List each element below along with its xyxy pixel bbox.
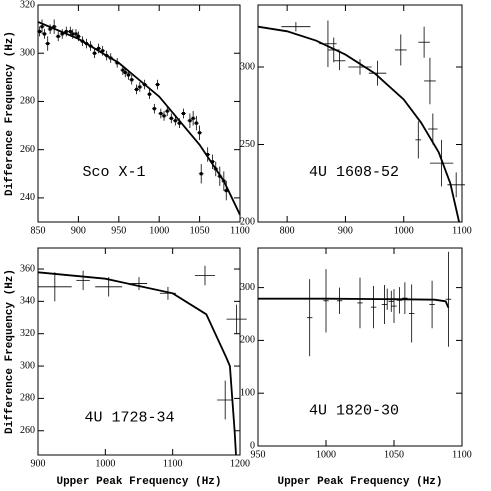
- x-tick-label: 900: [71, 225, 86, 236]
- point: [199, 172, 203, 176]
- point: [169, 116, 173, 120]
- x-tick-label: 850: [31, 225, 46, 236]
- model-curve: [37, 21, 241, 216]
- point: [64, 30, 68, 34]
- y-tick-label: 360: [20, 263, 35, 274]
- x-tick-label: 1000: [316, 449, 336, 460]
- point: [40, 25, 44, 29]
- point: [191, 116, 195, 120]
- point: [138, 85, 142, 89]
- point: [206, 152, 210, 156]
- point: [162, 114, 166, 118]
- y-axis-label: Difference Frequency (Hz): [4, 269, 16, 434]
- model-curve: [257, 25, 460, 223]
- point: [46, 42, 50, 46]
- point: [224, 189, 228, 193]
- annotation: 4U 1820-30: [309, 402, 399, 419]
- point: [194, 121, 198, 125]
- x-tick-label: 950: [251, 449, 266, 460]
- point: [42, 32, 46, 36]
- x-tick-label: 1100: [452, 449, 472, 460]
- point: [68, 30, 72, 34]
- x-tick-label: 900: [31, 458, 46, 469]
- y-tick-label: 260: [20, 425, 35, 436]
- model-curve: [258, 297, 450, 309]
- y-tick-label: 260: [20, 144, 35, 155]
- point: [121, 68, 125, 72]
- point: [211, 160, 215, 164]
- y-tick-label: 340: [20, 296, 35, 307]
- annotation: Sco X-1: [82, 164, 145, 181]
- y-tick-label: 320: [20, 0, 35, 10]
- x-axis-label: Upper Peak Frequency (Hz): [56, 476, 221, 488]
- y-tick-label: 250: [240, 139, 255, 150]
- point: [123, 71, 127, 75]
- y-tick-label: 0: [250, 440, 255, 451]
- x-tick-label: 1000: [394, 225, 414, 236]
- point: [56, 34, 60, 38]
- x-tick-label: 1050: [190, 225, 210, 236]
- model-curve: [37, 271, 237, 456]
- point: [130, 78, 134, 82]
- point: [173, 119, 177, 123]
- point: [177, 121, 181, 125]
- plot-frame: [37, 4, 241, 223]
- x-tick-label: 1050: [384, 449, 404, 460]
- point: [165, 109, 169, 113]
- y-tick-label: 200: [240, 216, 255, 227]
- y-tick-label: 300: [240, 282, 255, 293]
- y-tick-label: 300: [240, 61, 255, 72]
- y-tick-label: 200: [240, 335, 255, 346]
- y-tick-label: 320: [20, 328, 35, 339]
- y-tick-label: 300: [20, 48, 35, 59]
- point: [76, 34, 80, 38]
- x-tick-label: 1100: [163, 458, 183, 469]
- x-tick-label: 1200: [230, 458, 250, 469]
- point: [152, 107, 156, 111]
- annotation: 4U 1728-34: [84, 410, 174, 427]
- point: [126, 73, 130, 77]
- y-tick-label: 280: [20, 393, 35, 404]
- plot-frame: [257, 247, 463, 447]
- point: [159, 112, 163, 115]
- x-tick-label: 800: [280, 225, 295, 236]
- point: [38, 30, 42, 34]
- x-tick-label: 1000: [95, 458, 115, 469]
- y-tick-label: 300: [20, 360, 35, 371]
- y-tick-label: 280: [20, 96, 35, 107]
- point: [97, 46, 101, 50]
- point: [60, 32, 64, 36]
- point: [188, 119, 192, 123]
- x-tick-label: 1000: [149, 225, 169, 236]
- point: [52, 25, 56, 29]
- y-axis-label: Difference Frequency (Hz): [4, 31, 16, 196]
- y-tick-label: 100: [240, 387, 255, 398]
- point: [101, 49, 105, 53]
- plot-frame: [257, 4, 463, 223]
- point: [135, 87, 139, 91]
- plot-frame: [37, 247, 241, 456]
- x-tick-label: 900: [338, 225, 353, 236]
- point: [48, 27, 52, 31]
- point: [181, 112, 185, 115]
- x-tick-label: 1100: [452, 225, 472, 236]
- point: [74, 32, 78, 36]
- point: [148, 92, 152, 96]
- point: [198, 131, 202, 135]
- point: [93, 51, 97, 55]
- x-axis-label: Upper Peak Frequency (Hz): [277, 476, 442, 488]
- point: [156, 83, 160, 87]
- point: [71, 32, 75, 36]
- y-tick-label: 240: [20, 192, 35, 203]
- x-tick-label: 950: [111, 225, 126, 236]
- x-tick-label: 1100: [230, 225, 250, 236]
- annotation: 4U 1608-52: [309, 164, 399, 181]
